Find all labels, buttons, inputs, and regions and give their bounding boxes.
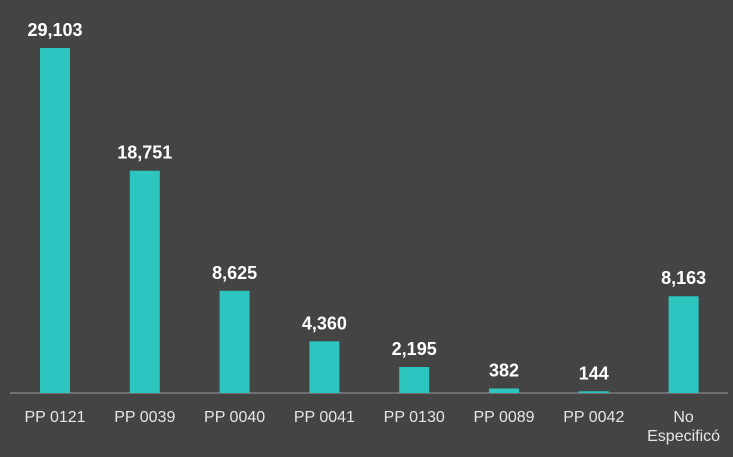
bar — [489, 388, 519, 393]
bar — [578, 391, 609, 393]
value-label: 18,751 — [117, 143, 172, 163]
value-label: 8,163 — [661, 268, 706, 288]
x-tick-label: PP 0042 — [563, 409, 625, 426]
bar — [309, 341, 340, 393]
x-tick-label: PP 0121 — [24, 409, 86, 426]
value-label: 4,360 — [302, 313, 347, 333]
x-tick-label: No Especificó — [647, 409, 721, 445]
value-label: 144 — [579, 363, 609, 383]
bar — [219, 290, 250, 393]
x-tick-label: PP 0041 — [293, 409, 355, 426]
x-tick-label: PP 0040 — [204, 409, 266, 426]
bar — [129, 170, 160, 393]
x-tick-label: PP 0130 — [383, 409, 445, 426]
x-tick-label: PP 0089 — [473, 409, 535, 426]
value-label: 382 — [489, 360, 519, 380]
value-label: 8,625 — [212, 263, 257, 283]
bar — [40, 48, 70, 393]
bar — [668, 296, 699, 393]
value-label: 29,103 — [27, 20, 82, 40]
value-label: 2,195 — [392, 339, 437, 359]
bar — [399, 366, 430, 393]
x-tick-label: PP 0039 — [114, 409, 176, 426]
